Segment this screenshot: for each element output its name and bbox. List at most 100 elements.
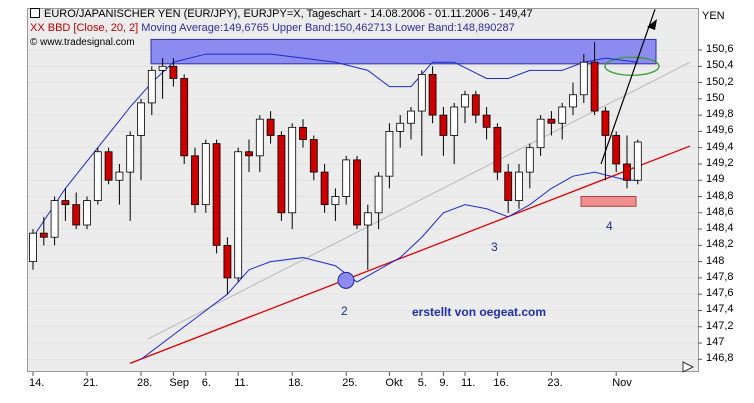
marker-point-2 — [337, 271, 355, 289]
candle — [374, 175, 383, 214]
x-tick-label: 5. — [417, 377, 427, 389]
x-tick-label: 11. — [461, 377, 476, 389]
candle — [439, 114, 448, 136]
candle — [288, 126, 297, 214]
candle — [320, 171, 329, 206]
y-tick-label: 148,6 — [706, 205, 734, 218]
candle — [493, 126, 502, 173]
candle — [83, 200, 91, 226]
candle — [104, 151, 113, 181]
trendline-upper-grey — [147, 61, 691, 340]
indicator-legend: XX BBD [Close, 20, 2] Moving Average:149… — [30, 22, 515, 34]
y-tick-label: 147,8 — [706, 270, 734, 283]
y-tick-label: 150,4 — [706, 59, 734, 72]
indicator-legend-name: XX BBD [Close, 20, 2] — [30, 22, 139, 34]
y-tick-label: 149,4 — [706, 140, 734, 153]
annotation-3: 3 — [491, 240, 498, 254]
chart-title: EURO/JAPANISCHER YEN (EUR/JPY), EURJPY=X… — [30, 8, 533, 20]
candle — [180, 78, 189, 157]
x-tick-label: 23. — [547, 377, 563, 389]
candle — [147, 69, 156, 104]
y-tick-label: 148,4 — [706, 222, 734, 235]
candle — [579, 61, 588, 96]
candle — [515, 171, 523, 201]
candle — [309, 139, 318, 173]
candle — [590, 61, 599, 112]
candle — [396, 122, 405, 132]
candle — [299, 126, 307, 140]
candle — [201, 143, 210, 206]
candle — [223, 244, 232, 279]
forecast-arrow — [600, 9, 656, 165]
y-tick-label: 148 — [706, 254, 725, 267]
candle — [158, 65, 167, 71]
candle — [504, 171, 513, 201]
y-tick-label: 146,8 — [706, 352, 734, 365]
candle — [331, 196, 340, 206]
trendline-support-red — [129, 145, 691, 364]
window-control-icon[interactable] — [30, 8, 40, 18]
bollinger-upper-line — [32, 53, 638, 238]
candle — [29, 232, 37, 263]
candle — [50, 200, 59, 238]
annotation-4: 4 — [606, 219, 613, 233]
candle — [601, 110, 610, 136]
y-tick-label: 149,6 — [706, 124, 734, 137]
y-tick-label: 148,2 — [706, 238, 734, 251]
indicator-legend-values: Moving Average:149,6765 Upper Band:150,4… — [138, 22, 515, 34]
candle — [169, 65, 178, 79]
y-tick-label: 149 — [706, 173, 725, 186]
candle — [115, 171, 124, 181]
y-tick-label: 147,4 — [706, 303, 734, 316]
candle — [417, 74, 426, 112]
x-tick-label: Nov — [612, 377, 632, 389]
x-tick-label: 11. — [234, 377, 249, 389]
candle — [137, 102, 145, 136]
y-tick-label: 147 — [706, 336, 725, 349]
candle — [212, 143, 221, 246]
candle — [277, 135, 286, 214]
candle — [482, 114, 491, 128]
candle — [353, 159, 361, 226]
candle — [385, 130, 394, 177]
candle — [93, 151, 102, 201]
candle — [471, 94, 480, 116]
candle — [39, 232, 48, 238]
candle — [623, 163, 631, 181]
candle — [558, 106, 567, 124]
candle — [72, 204, 81, 226]
x-tick-label: 6. — [201, 377, 211, 389]
candle — [126, 135, 135, 173]
resistance-zone — [150, 38, 657, 65]
candle — [342, 159, 351, 197]
candle — [450, 106, 459, 136]
candle — [525, 147, 534, 173]
y-tick-label: 149,8 — [706, 108, 734, 121]
candle — [633, 141, 642, 181]
y-tick-label: 147,6 — [706, 287, 734, 300]
candle — [428, 74, 437, 116]
x-tick-label: 9. — [439, 377, 449, 389]
y-tick-label: 148,8 — [706, 189, 734, 202]
candle — [245, 151, 253, 157]
x-tick-label: Okt — [385, 377, 403, 389]
scroll-right-icon — [682, 361, 695, 373]
annotation-2: 2 — [341, 304, 348, 318]
candle — [536, 118, 545, 149]
candle — [407, 110, 415, 124]
candle — [61, 200, 70, 206]
candle — [612, 135, 621, 165]
candle — [255, 118, 264, 157]
x-tick-label: 16. — [493, 377, 509, 389]
y-tick-label: 149,2 — [706, 156, 734, 169]
x-tick-label: Sep — [169, 377, 189, 389]
y-tick-label: 150 — [706, 91, 725, 104]
x-tick-label: 25. — [342, 377, 358, 389]
chart-title-text: EURO/JAPANISCHER YEN (EUR/JPY), EURJPY=X… — [44, 8, 533, 20]
candle — [569, 94, 577, 108]
y-axis-unit: YEN — [702, 10, 725, 22]
x-tick-label: 14. — [29, 377, 45, 389]
candle — [461, 94, 469, 108]
